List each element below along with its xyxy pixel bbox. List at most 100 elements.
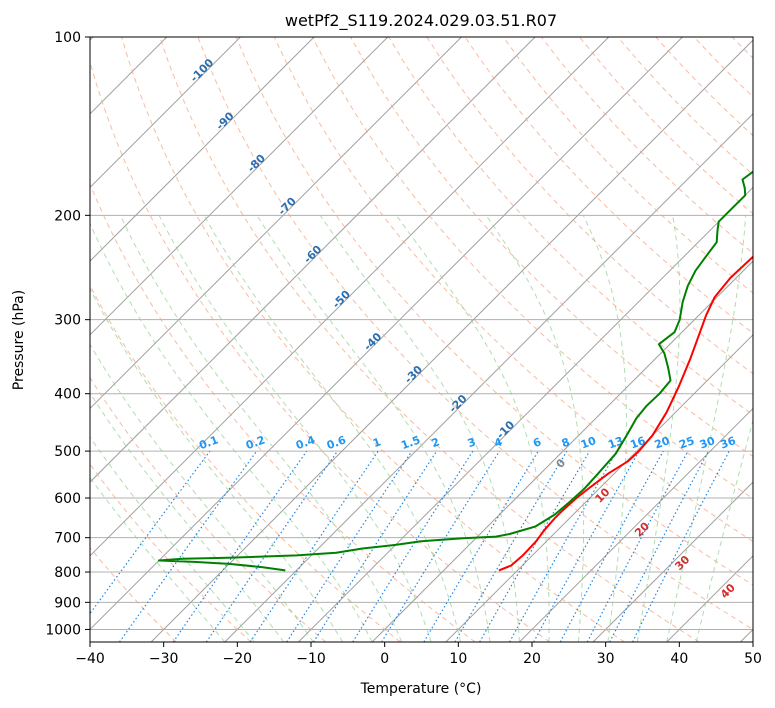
- x-tick-label: 20: [523, 651, 541, 667]
- dry-adiabat-line: [770, 37, 775, 642]
- mixing-ratio-label: 25: [677, 434, 696, 451]
- moist-adiabat-line: [90, 343, 314, 642]
- axis-ticks: −40 −30 −20 −10 0 10 20 30 40 5010020030040050060…: [45, 30, 762, 667]
- x-tick-label: 30: [597, 651, 615, 667]
- isotherm-label: -80: [245, 152, 268, 175]
- mixing-ratio-line: [533, 450, 640, 642]
- dry-adiabat-line: [464, 37, 753, 334]
- mixing-ratio-label: 16: [628, 434, 647, 452]
- mixing-ratio-label: 1.5: [399, 433, 422, 452]
- mixing-ratio-line: [454, 450, 568, 642]
- dry-adiabat-line: [121, 37, 625, 642]
- isotherm-line: [90, 37, 389, 336]
- moist-adiabat-line: [119, 215, 403, 642]
- dry-adiabat-line: [350, 37, 753, 458]
- moist-adiabat-line: [90, 222, 373, 642]
- mixing-ratio-line: [286, 450, 413, 642]
- moist-adiabat-line: [90, 392, 285, 642]
- x-tick-label: 10: [449, 651, 467, 667]
- isotherm-label: -100: [188, 56, 217, 85]
- moist-adiabat-line: [90, 287, 344, 642]
- isotherm-line: [519, 407, 753, 642]
- moist-adiabat-line: [485, 215, 585, 642]
- y-tick-label: 300: [54, 313, 81, 329]
- x-tick-label: −10: [296, 651, 326, 667]
- dry-adiabat-line: [197, 37, 753, 630]
- dry-adiabat-line: [693, 37, 753, 98]
- dry-adiabat-line: [90, 60, 551, 642]
- chart-title: wetPf2_S119.2024.029.03.51.R07: [285, 11, 557, 31]
- y-tick-label: 400: [54, 387, 81, 403]
- dry-adiabat-line: [159, 37, 700, 642]
- mixing-ratio-line: [172, 450, 308, 642]
- mixing-ratio-line: [509, 450, 618, 642]
- isotherm-label: -70: [276, 194, 299, 217]
- mixing-ratio-line: [90, 450, 211, 615]
- moist-adiabat-line: [395, 215, 550, 642]
- isotherm-line: [90, 37, 610, 557]
- dry-adiabat-line: [90, 182, 476, 642]
- isotherm-label: -50: [330, 288, 353, 311]
- x-tick-label: −40: [75, 651, 105, 667]
- dry-adiabat-line: [90, 463, 252, 642]
- temperature-profile-line: [498, 255, 753, 572]
- x-tick-label: 0: [380, 651, 389, 667]
- dry-adiabat-line: [541, 37, 753, 254]
- mixing-ratio-label: 6: [531, 435, 543, 450]
- moist-adiabat-label: 20: [632, 519, 652, 539]
- moist-adiabat-line: [582, 215, 627, 642]
- moist-adiabat-line: [256, 215, 491, 642]
- background-lines: [90, 37, 775, 642]
- isotherm-line: [150, 39, 753, 642]
- mixing-ratio-label: 3: [466, 435, 478, 450]
- mixing-ratio-label: 20: [653, 434, 672, 452]
- dry-adiabat-line: [235, 37, 753, 586]
- dry-adiabat-line: [502, 37, 753, 294]
- plot-frame: [89, 36, 754, 643]
- moist-adiabat-line: [319, 215, 520, 642]
- mixing-ratio-label: 30: [698, 434, 717, 452]
- isopleth-labels: 0.1 0.2 0.4 0.6 1 1.5 2 3 4 6 8 10 13 16 20 25 30 36-100-…: [188, 56, 739, 601]
- x-tick-label: 50: [744, 651, 762, 667]
- mixing-ratio-line: [632, 450, 730, 642]
- dry-adiabat-line: [655, 37, 753, 137]
- isotherm-line: [90, 37, 536, 483]
- isotherm-label: -90: [213, 109, 236, 132]
- dry-adiabat-line: [90, 546, 177, 642]
- isotherm-label: -60: [301, 242, 324, 265]
- mixing-ratio-line: [352, 450, 474, 642]
- moist-adiabat-label: 40: [718, 581, 738, 601]
- isotherm-line: [90, 37, 315, 262]
- moist-adiabat-line: [203, 215, 461, 642]
- y-axis-title: Pressure (hPa): [11, 290, 27, 390]
- mixing-ratio-label: 0.2: [244, 433, 267, 452]
- mixing-ratio-line: [381, 450, 501, 642]
- isotherm-label: -20: [446, 392, 469, 415]
- mixing-ratio-label: 0.6: [325, 433, 348, 452]
- mixing-ratio-line: [423, 450, 539, 642]
- moist-adiabat-line: [158, 215, 432, 642]
- y-tick-label: 500: [54, 444, 81, 460]
- mixing-ratio-label: 0.4: [294, 433, 317, 452]
- isotherm-line: [445, 334, 753, 642]
- mixing-ratio-line: [312, 450, 438, 642]
- dry-adiabat-line: [90, 376, 327, 642]
- dry-adiabat-line: [388, 37, 753, 416]
- y-tick-label: 1000: [45, 622, 81, 638]
- dry-adiabat-line: [90, 284, 401, 642]
- moist-adiabat-line: [90, 436, 255, 642]
- x-tick-label: −30: [149, 651, 179, 667]
- mixing-ratio-label: 36: [719, 434, 738, 452]
- mixing-ratio-label: 10: [579, 434, 598, 452]
- mixing-ratio-label: 8: [560, 435, 572, 450]
- isotherm-line: [371, 260, 753, 642]
- isotherm-line: [666, 555, 753, 642]
- moist-adiabat-line: [636, 215, 681, 642]
- dry-adiabat-line: [273, 37, 753, 543]
- y-tick-label: 700: [54, 531, 81, 547]
- mixing-ratio-label: 1: [371, 435, 383, 450]
- moist-adiabat-line: [666, 215, 747, 642]
- mixing-ratio-label: 0.1: [197, 433, 220, 452]
- mixing-ratio-line: [559, 450, 664, 642]
